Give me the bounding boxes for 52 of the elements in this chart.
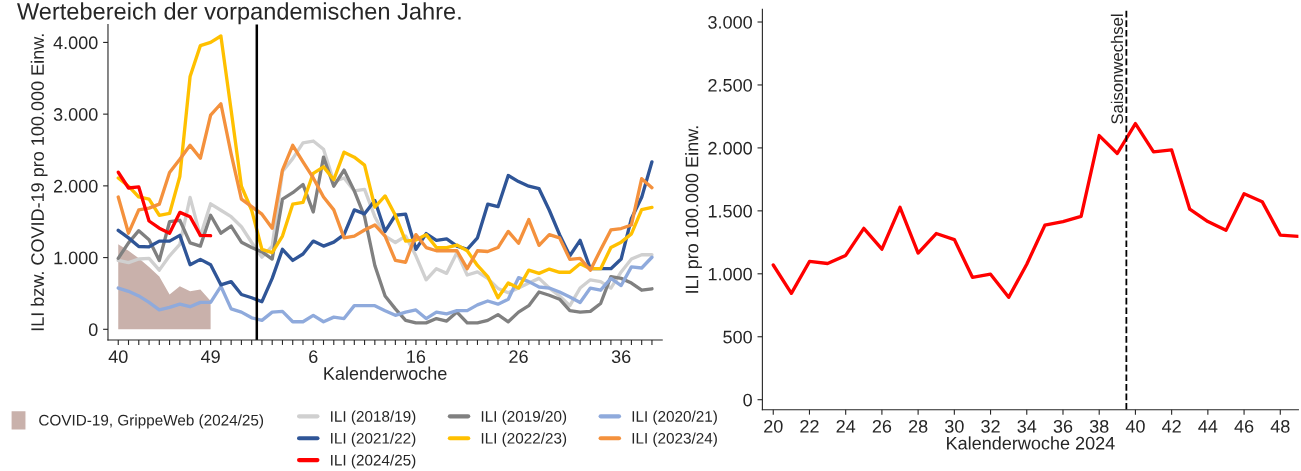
x-tick-label: 40 xyxy=(1125,419,1145,433)
x-tick-label: 26 xyxy=(509,350,528,364)
line-series xyxy=(116,170,213,238)
x-tick-label: 49 xyxy=(200,350,220,364)
x-tick-label: 20 xyxy=(764,419,783,433)
x-tick-label: 32 xyxy=(981,419,1000,433)
legend-label: ILI (2020/21) xyxy=(632,410,717,425)
y-tick-label: 500 xyxy=(723,330,752,344)
legend-label: ILI (2022/23) xyxy=(481,432,567,447)
x-tick-label: 16 xyxy=(407,350,426,364)
x-tick-label: 38 xyxy=(1089,419,1109,433)
legend-label: ILI (2021/22) xyxy=(331,432,416,447)
chart-title: Wertebereich der vorpandemischen Jahre. xyxy=(17,2,461,25)
legend-label: COVID-19, GrippeWeb (2024/25) xyxy=(39,414,264,429)
x-tick-label: 40 xyxy=(108,350,128,364)
legend-label: ILI (2023/24) xyxy=(632,432,717,447)
legend-label: ILI (2019/20) xyxy=(481,410,567,425)
x-tick-label: 22 xyxy=(800,419,819,433)
x-tick-label: 28 xyxy=(908,419,928,433)
line-series xyxy=(116,102,654,272)
y-tick-label: 0 xyxy=(743,393,752,407)
x-tick-label: 30 xyxy=(944,419,964,433)
line-series xyxy=(116,34,654,300)
line-series xyxy=(116,155,654,325)
x-tick-label: 26 xyxy=(872,419,892,433)
x-tick-label: 34 xyxy=(1017,419,1037,433)
legend-label: ILI (2018/19) xyxy=(331,410,416,425)
ref-line-label: Saisonwechsel xyxy=(1110,14,1124,124)
y-tick-label: 3.000 xyxy=(53,108,98,121)
y-tick-label: 3.000 xyxy=(708,15,752,29)
y-tick-label: 1.000 xyxy=(708,267,752,281)
x-tick-label: 48 xyxy=(1270,419,1290,433)
y-tick-label: 0 xyxy=(88,323,98,337)
x-tick-label: 42 xyxy=(1162,419,1181,433)
x-tick-label: 36 xyxy=(611,350,631,364)
y-axis-title: ILI pro 100.000 Einw. xyxy=(685,126,702,293)
y-axis-title: ILI bzw. COVID-19 pro 100.000 Einw. xyxy=(30,34,48,331)
y-tick-label: 4.000 xyxy=(53,36,98,50)
y-tick-label: 1.500 xyxy=(708,204,752,218)
x-axis-title: Kalenderwoche xyxy=(324,366,447,380)
x-axis-title: Kalenderwoche 2024 xyxy=(947,436,1115,450)
y-tick-label: 1.000 xyxy=(54,251,98,265)
line-series xyxy=(116,255,654,324)
y-tick-label: 2.500 xyxy=(708,78,752,92)
x-tick-label: 24 xyxy=(836,419,856,433)
y-tick-label: 2.000 xyxy=(53,179,98,193)
legend-label: ILI (2024/25) xyxy=(331,454,416,469)
x-tick-label: 36 xyxy=(1053,419,1073,433)
x-tick-label: 46 xyxy=(1234,419,1254,433)
x-tick-label: 6 xyxy=(309,350,318,364)
y-tick-label: 2.000 xyxy=(708,141,752,155)
x-tick-label: 44 xyxy=(1198,420,1218,433)
